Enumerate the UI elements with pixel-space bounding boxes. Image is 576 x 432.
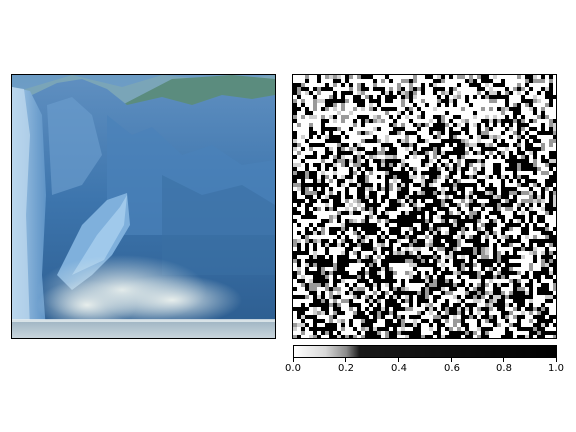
colorbar-tick (345, 358, 346, 362)
colorbar-tick-label: 0.8 (496, 363, 512, 374)
attribution-map-panel (292, 74, 557, 339)
colorbar-tick (398, 358, 399, 362)
colorbar-tick (451, 358, 452, 362)
colorbar-tick-label: 0.2 (338, 363, 354, 374)
colorbar-tick-label: 1.0 (548, 363, 564, 374)
attribution-map (293, 75, 556, 338)
colorbar-tick-label: 0.0 (285, 363, 301, 374)
colorbar-tick-label: 0.6 (444, 363, 460, 374)
colorbar-tick (556, 358, 557, 362)
colorbar-tick (503, 358, 504, 362)
colorbar-gradient (294, 346, 556, 357)
colorbar-tick-label: 0.4 (391, 363, 407, 374)
colorbar (293, 345, 557, 358)
colorbar-tick (293, 358, 294, 362)
glacier-photo (12, 75, 275, 338)
glacier-photo-panel (11, 74, 276, 339)
